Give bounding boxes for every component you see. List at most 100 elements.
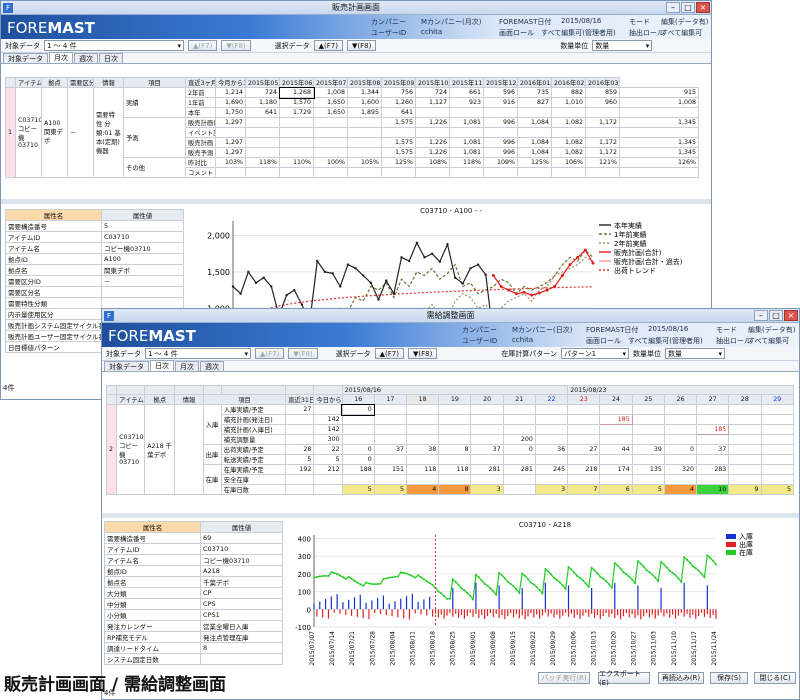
company-value: Mカンパニー(月次) (421, 18, 482, 26)
value-cell[interactable]: 1,084 (517, 137, 552, 148)
value-cell[interactable] (728, 434, 762, 445)
value-cell[interactable] (279, 127, 314, 138)
value-cell[interactable] (438, 434, 472, 445)
value-cell[interactable]: 1,345 (619, 137, 699, 148)
value-cell[interactable] (585, 127, 620, 138)
value-cell: 827 (517, 97, 552, 108)
value-cell[interactable] (760, 434, 794, 445)
value-cell[interactable] (567, 434, 601, 445)
select-prev-button[interactable]: ▲(F7) (374, 348, 404, 359)
select-next-button[interactable]: ▼(F8) (346, 40, 377, 51)
close-icon[interactable]: × (696, 2, 710, 13)
month-header[interactable]: 2016年02月 (551, 77, 586, 88)
export-button[interactable]: エクスポート(E) (598, 670, 650, 687)
day-header[interactable]: 29 (760, 394, 794, 405)
day-header[interactable]: 27 (696, 394, 730, 405)
value-cell[interactable] (517, 127, 552, 138)
value-cell[interactable] (415, 127, 450, 138)
minimize-icon[interactable]: – (754, 310, 768, 321)
select-next-button[interactable]: ▼(F8) (407, 348, 438, 359)
value-cell[interactable]: 1,081 (449, 137, 484, 148)
value-cell (502, 474, 536, 485)
value-cell[interactable]: 1,172 (585, 137, 620, 148)
prev-button[interactable]: ▲(F7) (188, 40, 218, 51)
next-31d-cell: 212 (313, 464, 343, 475)
prev-button[interactable]: ▲(F7) (255, 348, 285, 359)
tab-weekly[interactable]: 週次 (200, 361, 224, 371)
maximize-icon[interactable]: □ (769, 310, 783, 321)
day-header[interactable]: 22 (534, 394, 569, 405)
day-header[interactable]: 23 (567, 394, 601, 405)
close-icon[interactable]: × (784, 310, 798, 321)
value-cell[interactable] (619, 127, 699, 138)
value-cell[interactable] (483, 127, 518, 138)
value-cell[interactable] (449, 127, 484, 138)
day-header[interactable]: 26 (663, 394, 698, 405)
batch-run-button[interactable]: バッチ実行(R) (538, 672, 590, 684)
splitter[interactable] (102, 513, 799, 518)
day-header[interactable]: 19 (438, 394, 472, 405)
value-cell[interactable]: 996 (483, 137, 518, 148)
target-data-select[interactable]: 1 ～ 4 件 ▾ (145, 348, 251, 359)
minimize-icon[interactable]: – (666, 2, 680, 13)
splitter[interactable] (1, 199, 711, 204)
month-header[interactable]: 2015年09月 (381, 77, 416, 88)
stock-pattern-select[interactable]: パターン1 ▾ (560, 348, 629, 359)
value-cell[interactable] (406, 434, 440, 445)
target-data-select[interactable]: 1 ～ 4 件 ▾ (44, 40, 184, 51)
close-button[interactable]: 閉じる(C) (754, 672, 796, 684)
value-cell[interactable] (313, 127, 348, 138)
value-cell[interactable] (347, 127, 382, 138)
value-cell[interactable]: 200 (502, 434, 536, 445)
value-cell[interactable]: 1,575 (381, 137, 416, 148)
value-cell[interactable] (696, 434, 730, 445)
qty-unit-select[interactable]: 数量 ▾ (664, 348, 725, 359)
value-cell[interactable] (534, 434, 569, 445)
month-header[interactable]: 2015年12月 (483, 77, 518, 88)
month-header[interactable]: 2015年06月 (279, 77, 314, 88)
month-header[interactable]: 2015年10月 (415, 77, 450, 88)
day-header[interactable]: 16 (341, 394, 375, 405)
value-cell[interactable] (631, 434, 665, 445)
qty-unit-select[interactable]: 数量 ▾ (592, 40, 653, 51)
value-cell[interactable] (551, 127, 586, 138)
day-header[interactable]: 20 (470, 394, 504, 405)
day-header[interactable]: 18 (406, 394, 440, 405)
value-cell[interactable]: 1,082 (551, 137, 586, 148)
tab-monthly[interactable]: 月次 (49, 52, 73, 63)
next-button[interactable]: ▼(F8) (288, 348, 318, 359)
value-cell[interactable] (470, 434, 504, 445)
tab-monthly[interactable]: 月次 (175, 361, 199, 371)
next-button[interactable]: ▼(F8) (221, 40, 251, 51)
day-header[interactable]: 25 (631, 394, 665, 405)
tab-target-data[interactable]: 対象データ (3, 53, 48, 63)
value-cell[interactable] (663, 434, 698, 445)
day-header[interactable]: 24 (599, 394, 633, 405)
bar-outbound (374, 609, 376, 614)
month-header[interactable]: 2015年08月 (347, 77, 382, 88)
tab-target-data[interactable]: 対象データ (104, 361, 149, 371)
value-cell[interactable] (373, 434, 408, 445)
value-cell[interactable] (347, 137, 382, 148)
select-prev-button[interactable]: ▲(F7) (313, 40, 343, 51)
value-cell[interactable] (279, 137, 314, 148)
value-cell[interactable] (341, 434, 375, 445)
day-header[interactable]: 21 (502, 394, 536, 405)
month-header[interactable]: 2015年07月 (313, 77, 348, 88)
tab-daily[interactable]: 日次 (99, 53, 123, 63)
tab-weekly[interactable]: 週次 (74, 53, 98, 63)
save-button[interactable]: 保存(S) (710, 672, 748, 684)
day-header[interactable]: 17 (373, 394, 408, 405)
maximize-icon[interactable]: □ (681, 2, 695, 13)
value-cell[interactable] (381, 127, 416, 138)
reload-button[interactable]: 再読込み(R) (658, 672, 704, 684)
day-header[interactable]: 28 (728, 394, 762, 405)
value-cell[interactable]: 1,226 (415, 137, 450, 148)
month-header[interactable]: 2015年11月 (449, 77, 484, 88)
value-cell[interactable] (313, 137, 348, 148)
month-header[interactable]: 2016年03月 (585, 77, 620, 88)
tab-daily[interactable]: 日次 (150, 360, 174, 371)
month-header[interactable]: 2015年05月 (245, 77, 280, 88)
month-header[interactable]: 2016年01月 (517, 77, 552, 88)
value-cell[interactable] (599, 434, 633, 445)
